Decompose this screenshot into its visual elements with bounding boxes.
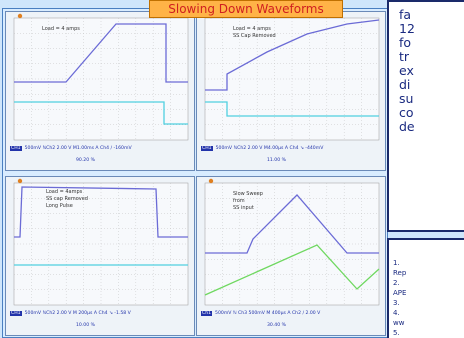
ref-line: 1. xyxy=(393,258,464,268)
status-percent: 10.00 % xyxy=(76,323,95,328)
channel-badge: CH1 xyxy=(10,311,22,316)
label-line: Load = 4 amps xyxy=(233,26,276,33)
ref-line: 2. xyxy=(393,278,464,288)
status-percent: 90.20 % xyxy=(76,158,95,163)
page: Load = 4 ampsCH1500mV ℕCh2 2.00 V M1.00m… xyxy=(0,0,464,338)
side-line: fa xyxy=(399,8,464,22)
ref-line: 3. xyxy=(393,298,464,308)
side-line: di xyxy=(399,78,464,92)
ref-line: Rep xyxy=(393,268,464,278)
trace-label: Load = 4 amps xyxy=(42,26,80,33)
trigger-marker xyxy=(18,14,22,18)
trigger-marker xyxy=(18,179,22,183)
title: Slowing Down Waveforms xyxy=(149,0,343,18)
side-line: fo xyxy=(399,36,464,50)
label-line: SS cap Removed xyxy=(46,196,88,203)
ref-line: 4. xyxy=(393,308,464,318)
channel-badge: CH1 xyxy=(201,146,213,151)
label-line: Load = 4amps xyxy=(46,189,88,196)
ref-line: APE xyxy=(393,288,464,298)
status-percent: 30.40 % xyxy=(267,323,286,328)
label-line: Long Pulse xyxy=(46,203,88,210)
status-percent: 11.00 % xyxy=(267,158,286,163)
status-text: 500mV ℕCh2 2.00 V M1.00ms A Ch4 ∕ -160mV xyxy=(25,146,132,151)
side-line: tr xyxy=(399,50,464,64)
label-line: Slow Sweep xyxy=(233,191,263,198)
status-text: 500mV ℕCh2 2.00 V M4.00µs A Ch4 ↘ -440mV xyxy=(216,146,324,151)
side-line: co xyxy=(399,106,464,120)
label-line: SS Cap Removed xyxy=(233,33,276,40)
side-line: 12 xyxy=(399,22,464,36)
side-line: de xyxy=(399,120,464,134)
ref-line: 5. xyxy=(393,328,464,338)
label-line: Load = 4 amps xyxy=(42,26,80,33)
label-line: from xyxy=(233,198,263,205)
channel-badge: Ch1 xyxy=(201,311,212,316)
channel-badge: CH1 xyxy=(10,146,22,151)
side-line: su xyxy=(399,92,464,106)
status-text: 500mV ℕCh2 2.00 V M 200µs A Ch4 ↘ -1.58 … xyxy=(25,311,131,316)
status-text: 500mV ℕ Ch3 500mV M 400µs A Ch2 ∕ 2.00 V xyxy=(215,311,320,316)
ref-line: ww xyxy=(393,318,464,328)
trigger-marker xyxy=(209,179,213,183)
label-line: SS input xyxy=(233,205,263,212)
side-line: ex xyxy=(399,64,464,78)
